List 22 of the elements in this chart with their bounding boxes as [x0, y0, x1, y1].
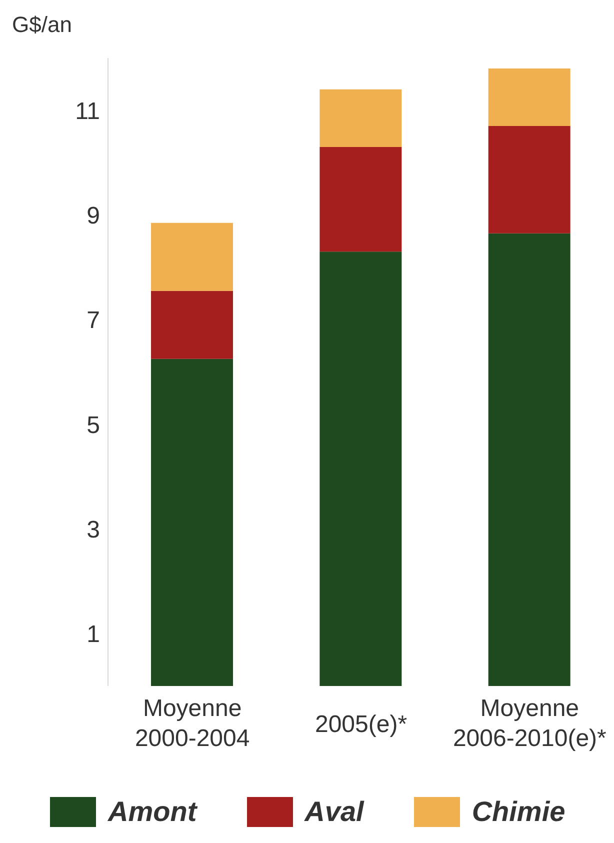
y-tick-label: 11	[75, 98, 100, 125]
y-tick-label: 7	[86, 307, 100, 334]
y-tick-label: 9	[86, 202, 100, 230]
bar	[151, 222, 233, 291]
bar	[488, 233, 570, 686]
y-tick-label: 3	[86, 516, 100, 544]
y-tick-label: 5	[86, 412, 100, 439]
bar	[488, 68, 570, 126]
bar	[320, 89, 402, 147]
x-tick-label: Moyenne 2006-2010(e)*	[452, 695, 606, 752]
y-axis-title: G$/an	[12, 12, 72, 38]
bar	[320, 252, 402, 686]
bar	[488, 126, 570, 234]
y-tick-label: 1	[86, 621, 100, 648]
x-tick-label: Moyenne 2000-2004	[134, 695, 250, 752]
bar	[151, 290, 233, 359]
legend-label: Chimie	[472, 796, 566, 828]
legend-label: Amont	[108, 796, 197, 828]
bar	[320, 146, 402, 252]
bar	[151, 358, 233, 686]
x-tick-label: 2005(e)*	[314, 711, 408, 738]
legend-label: Aval	[304, 796, 364, 828]
